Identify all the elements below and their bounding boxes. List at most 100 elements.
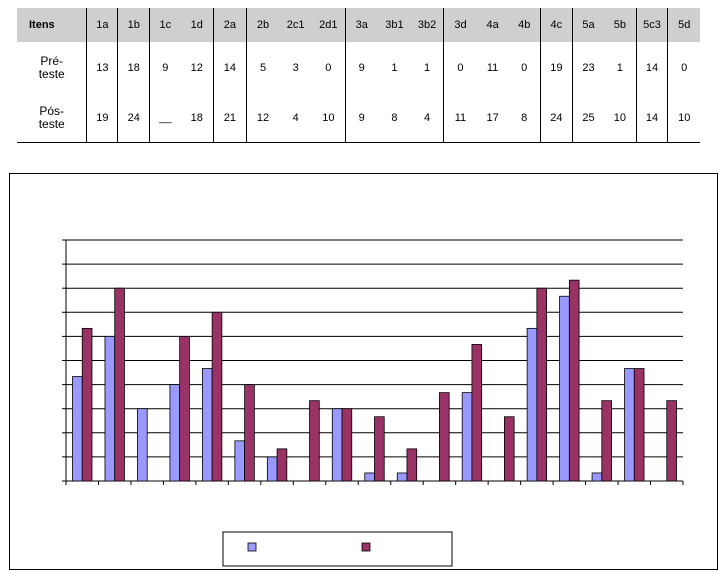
column-header: 4b: [508, 8, 541, 42]
table-cell: 17: [476, 94, 509, 143]
table-cell: 23: [571, 42, 605, 94]
column-header: 1c: [149, 8, 181, 42]
bar-series-1: [72, 376, 83, 482]
table-cell: 9: [344, 94, 378, 143]
column-header: 1b: [117, 8, 150, 42]
bar-series-1: [396, 472, 408, 482]
column-header: 5c3: [635, 8, 668, 42]
table-cell: 0: [443, 42, 477, 94]
bar-series-1: [591, 472, 603, 482]
table-cell: 24: [539, 94, 573, 143]
column-header: 1a: [86, 8, 118, 42]
table-cell: 12: [190, 62, 203, 74]
table-cell: 18: [180, 94, 214, 143]
table-cell: 12: [245, 94, 280, 143]
table-cell: 5: [245, 42, 280, 94]
table-cell: 1: [616, 62, 623, 74]
table-cell: 19: [539, 42, 573, 94]
bar-series-2: [211, 311, 223, 482]
column-header: 5d: [667, 8, 700, 42]
bar-series-1: [526, 327, 538, 482]
bar-series-2: [179, 335, 190, 482]
bar-series-2: [536, 287, 548, 482]
table-cell: 24: [117, 94, 150, 143]
table-cell: __: [149, 94, 181, 143]
column-header: 2d1: [312, 8, 346, 42]
bar-series-2: [633, 368, 645, 482]
row-label: Pós-teste: [17, 94, 87, 143]
table-cell: 21: [212, 94, 247, 143]
table-row: Pré-teste 13 18 9 12 14 5 3 0 9 1 1 0 11 0 19 23 1 14 0: [17, 42, 700, 94]
column-header: 4a: [476, 8, 509, 42]
column-header: 2c1: [279, 8, 313, 42]
bar-series-2: [341, 408, 353, 482]
bar-series-1: [364, 472, 375, 482]
column-header: 5a: [571, 8, 605, 42]
bar-series-2: [406, 448, 418, 482]
row-label-line: teste: [38, 117, 65, 131]
bar-series-2: [114, 287, 125, 482]
table-cell: 0: [325, 62, 332, 74]
table-cell: 18: [117, 42, 150, 94]
column-header: 3a: [344, 8, 378, 42]
bar-chart: [62, 239, 684, 567]
table-cell: 10: [667, 94, 700, 143]
legend-box: [222, 531, 453, 567]
table-cell: 11: [443, 94, 477, 143]
table-header-row: Itens 1a 1b 1c 1d 2a 2b 2c1 2d1 3a 3b1 3b2 3d 4a 4b 4c 5…: [17, 8, 700, 42]
table-cell: 3: [292, 62, 299, 74]
table-row: Pós-teste 19 24 __ 18 21 12 4 10 9 8 4 11 17 8 24 25 10 14…: [17, 94, 700, 143]
bar-series-1: [461, 392, 473, 482]
row-label-line: teste: [38, 67, 65, 81]
column-header: 2b: [245, 8, 280, 42]
column-header: 5b: [604, 8, 637, 42]
row-label: Pré-teste: [17, 42, 87, 94]
table-cell: 14: [635, 94, 668, 143]
table-cell: 0: [521, 62, 528, 74]
results-table: Itens 1a 1b 1c 1d 2a 2b 2c1 2d1 3a 3b1 3b2 3d 4a 4b 4c 5…: [17, 8, 700, 143]
table-cell: 1: [391, 62, 398, 74]
bar-series-2: [374, 416, 385, 482]
column-header: 3b1: [377, 8, 411, 42]
column-header: 3d: [443, 8, 477, 42]
table-cell: 14: [635, 42, 668, 94]
column-header: 3b2: [410, 8, 444, 42]
table-cell: 19: [86, 94, 118, 143]
table-cell: 1: [423, 62, 431, 74]
table-cell: 13: [86, 42, 118, 94]
row-label-line: Pós-: [39, 104, 65, 118]
bar-series-1: [624, 368, 635, 482]
legend-swatch: [361, 542, 371, 552]
bar-series-2: [503, 416, 515, 482]
bar-series-2: [439, 392, 450, 482]
results-table-container: Itens 1a 1b 1c 1d 2a 2b 2c1 2d1 3a 3b1 3b2 3d 4a 4b 4c 5…: [17, 8, 700, 143]
table-cell: 25: [571, 94, 605, 143]
table-cell: 4: [279, 94, 313, 143]
bar-series-1: [559, 295, 570, 482]
bar-series-1: [137, 408, 148, 482]
column-header: 1d: [180, 8, 214, 42]
table-cell: 11: [486, 62, 499, 74]
bar-series-1: [331, 408, 343, 482]
bar-series-2: [309, 400, 320, 482]
bar-series-2: [471, 344, 483, 482]
column-header: 2a: [212, 8, 247, 42]
bar-series-1: [266, 456, 278, 482]
legend-swatch: [247, 542, 257, 552]
bar-series-1: [169, 384, 181, 482]
row-label-line: Pré-: [40, 54, 64, 68]
bar-series-2: [568, 279, 580, 482]
table-cell: 9: [344, 42, 378, 94]
table-cell: 10: [312, 94, 346, 143]
table-header-label: Itens: [17, 8, 87, 42]
bar-series-2: [276, 448, 288, 482]
bar-series-1: [104, 335, 116, 482]
table-cell: 4: [410, 94, 444, 143]
bar-series-2: [601, 400, 612, 482]
bar-series-2: [81, 327, 93, 482]
column-header: 4c: [539, 8, 573, 42]
table-cell: 8: [377, 94, 411, 143]
table-cell: 8: [508, 94, 541, 143]
table-cell: 14: [212, 42, 247, 94]
bar-series-2: [666, 400, 677, 482]
